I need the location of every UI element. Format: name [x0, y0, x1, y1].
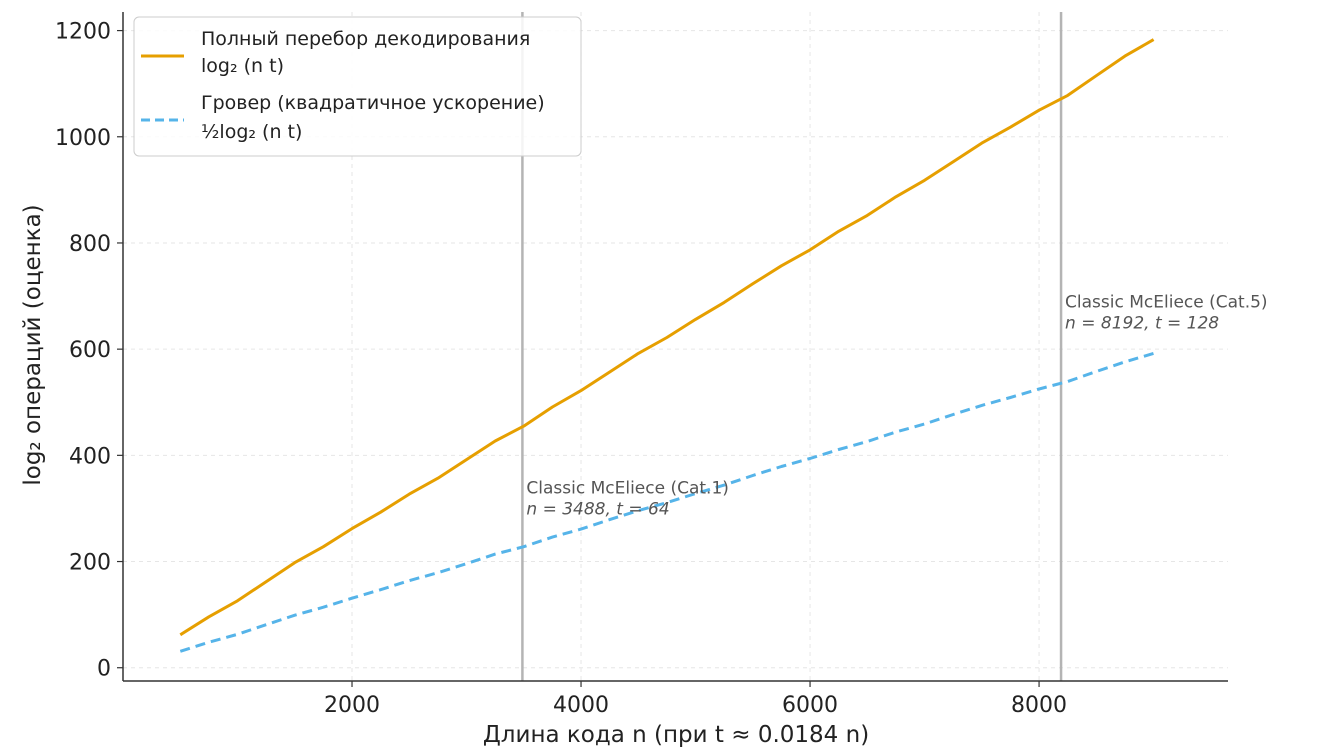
x-tick-label: 4000 [553, 693, 609, 718]
annotation-params-2: n = 8192, t = 128 [1065, 314, 1219, 334]
series-line-2 [179, 351, 1155, 653]
y-tick-label: 400 [69, 444, 111, 469]
legend-box [133, 16, 582, 157]
legend-label-brute-force: Полный перебор декодирования [201, 28, 530, 50]
x-tick-label: 2000 [324, 693, 380, 718]
annotation-title-1: Classic McEliece (Cat.1) [526, 478, 729, 498]
legend-formula-brute-force: log₂ (n t) [201, 55, 284, 77]
legend-formula-grover: ½log₂ (n t) [201, 121, 302, 143]
series-group [179, 38, 1155, 653]
y-tick-label: 0 [97, 657, 111, 682]
legend-label-grover: Гровер (квадратичное ускорение) [201, 92, 545, 114]
annotations: Classic McEliece (Cat.1)n = 3488, t = 64… [526, 293, 1267, 520]
grid [123, 12, 1228, 681]
x-tick-label: 8000 [1011, 693, 1067, 718]
y-tick-label: 1000 [55, 126, 111, 151]
y-tick-label: 1200 [55, 20, 111, 45]
axes: 0 200 400 600 800 1000 1200 2000 4000 6000 8000 [55, 12, 1228, 718]
y-tick-label: 200 [69, 551, 111, 576]
y-tick-label: 600 [69, 338, 111, 363]
annotation-params-1: n = 3488, t = 64 [526, 499, 669, 519]
x-axis-title: Длина кода n (при t ≈ 0.0184 n) [483, 722, 869, 748]
y-tick-label: 800 [69, 232, 111, 257]
legend: Полный перебор декодирования log₂ (n t) … [133, 16, 582, 157]
annotation-title-2: Classic McEliece (Cat.5) [1065, 293, 1268, 313]
series-line-1 [179, 38, 1155, 637]
x-tick-label: 6000 [782, 693, 838, 718]
y-axis-title: log₂ операций (оценка) [20, 204, 46, 485]
